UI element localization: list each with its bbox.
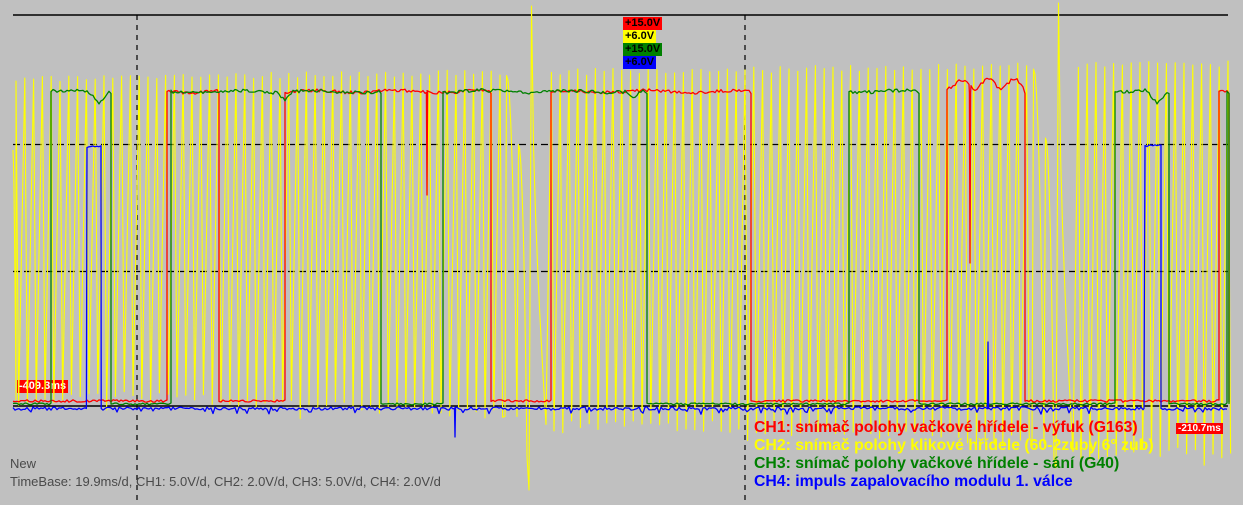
legend-row: CH1: snímač polohy vačkové hřídele - výf… <box>754 419 1138 436</box>
legend-row: CH4: impuls zapalovacího modulu 1. válce <box>754 473 1073 490</box>
status-bar: New TimeBase: 19.9ms/d, CH1: 5.0V/d, CH2… <box>10 455 441 490</box>
legend-row: CH3: snímač polohy vačkové hřídele - sán… <box>754 455 1120 472</box>
legend-row: CH2: snímač polohy klikové hřídele (60-2… <box>754 437 1154 454</box>
cursor-time-badge-right: -210.7ms <box>1176 423 1223 434</box>
channel-legend: CH1: snímač polohy vačkové hřídele - výf… <box>754 419 1154 491</box>
channel-level-chip: +15.0V <box>623 17 663 30</box>
trace-ch1-cam-exhaust <box>12 77 1230 403</box>
file-state-label: New <box>10 456 37 471</box>
channel-level-chip: +6.0V <box>623 30 657 43</box>
channel-level-chip: +6.0V <box>623 56 657 69</box>
trace-ch2-crankshaft <box>12 2 1232 491</box>
trace-ch3-cam-intake <box>12 88 1230 406</box>
channel-level-chips: +15.0V +6.0V +15.0V +6.0V <box>623 17 663 69</box>
trace-ch4-ignition <box>12 144 1228 438</box>
timebase-settings-label: TimeBase: 19.9ms/d, CH1: 5.0V/d, CH2: 2.… <box>10 473 441 489</box>
channel-level-chip: +15.0V <box>623 43 663 56</box>
